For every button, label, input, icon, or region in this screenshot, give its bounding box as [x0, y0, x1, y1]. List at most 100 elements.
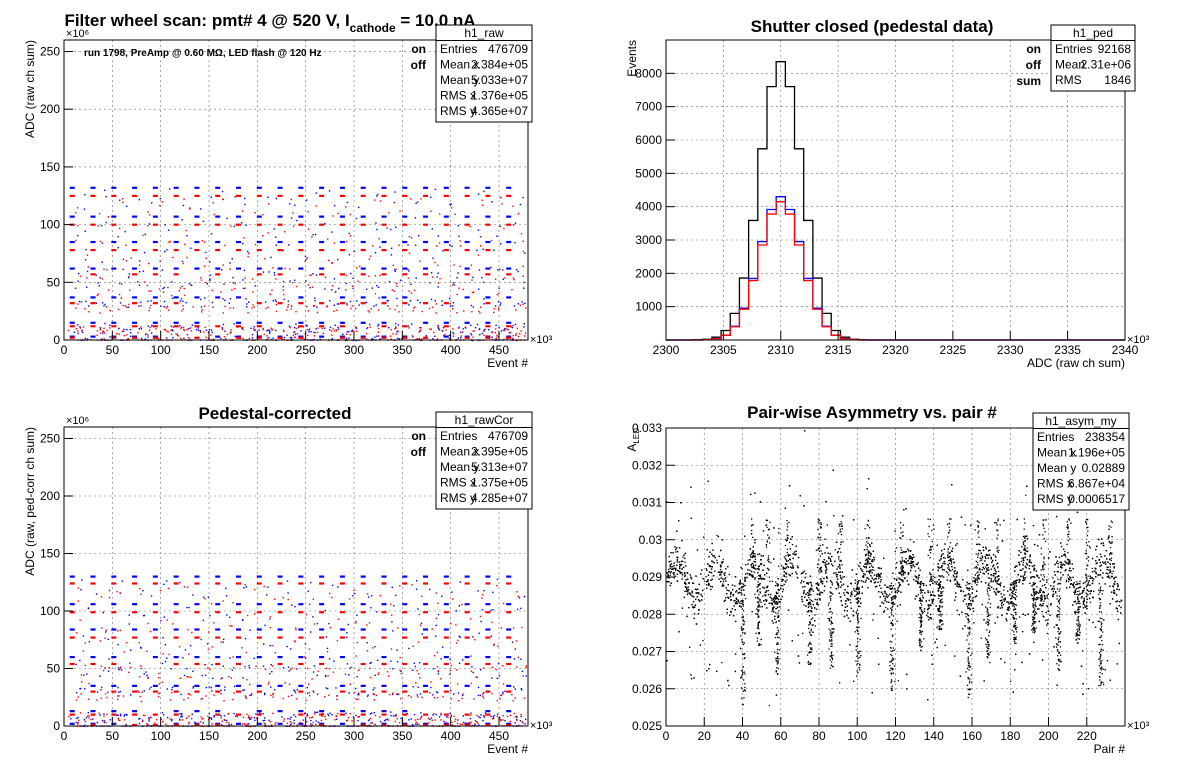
data-point-on	[414, 217, 417, 219]
data-point-off	[456, 293, 458, 296]
data-point-on	[316, 693, 319, 695]
data-point-off	[475, 676, 477, 678]
data-point-on	[461, 694, 464, 697]
data-point-on	[151, 325, 153, 327]
data-point-off	[517, 595, 520, 597]
data-point-off	[232, 307, 235, 309]
data-point-off	[381, 273, 387, 276]
data-point	[1057, 578, 1059, 580]
data-point-on	[269, 673, 271, 675]
run-note: run 1798, PreAmp @ 0.60 MΩ, LED flash @ …	[84, 48, 322, 59]
data-point-on	[170, 719, 173, 722]
data-point	[802, 632, 804, 635]
data-point-on	[294, 333, 297, 335]
data-point-on	[441, 300, 443, 302]
data-point-on	[513, 686, 515, 688]
data-point-on	[376, 611, 378, 613]
data-point-off	[69, 302, 75, 305]
data-point-off	[293, 640, 296, 642]
data-point-off	[128, 275, 130, 278]
data-point-on	[506, 240, 512, 244]
data-point-on	[315, 328, 317, 330]
data-point-off	[247, 252, 250, 255]
data-point-off	[485, 336, 491, 339]
data-point-off	[331, 262, 334, 264]
data-point-on	[197, 327, 200, 329]
data-point-on	[122, 330, 125, 333]
data-point-off	[506, 194, 512, 197]
data-point-off	[231, 625, 233, 627]
data-point-off	[347, 716, 350, 719]
data-point-on	[215, 240, 221, 244]
stats-value: 2.395e+05	[471, 445, 528, 459]
data-point-off	[332, 328, 334, 330]
data-point-off	[360, 249, 366, 252]
data-point-on	[443, 215, 449, 218]
data-point-on	[275, 197, 278, 200]
data-point-off	[423, 690, 429, 693]
data-point-off	[366, 695, 369, 698]
data-point-on	[192, 687, 195, 689]
data-point-on	[138, 328, 140, 330]
data-point-off	[274, 652, 276, 654]
data-point-on	[99, 277, 101, 279]
data-point-on	[514, 323, 517, 326]
data-point-on	[283, 298, 285, 300]
data-point-on	[263, 693, 266, 696]
data-point-off	[152, 636, 158, 639]
data-point-on	[437, 670, 440, 673]
data-point-on	[476, 676, 478, 678]
data-point-off	[295, 311, 297, 313]
data-point-on	[437, 613, 440, 616]
data-point-off	[335, 328, 337, 331]
data-point-off	[121, 330, 123, 333]
data-point-on	[204, 674, 207, 677]
data-point-on	[315, 192, 317, 194]
data-point-off	[503, 329, 505, 331]
data-point-on	[130, 335, 132, 337]
data-point-on	[470, 324, 472, 327]
data-point-off	[386, 227, 388, 229]
data-point-off	[75, 239, 77, 242]
data-point-on	[269, 331, 271, 333]
data-point-on	[443, 321, 449, 324]
data-point-off	[303, 338, 305, 340]
data-point-off	[355, 330, 358, 332]
data-point-off	[69, 713, 75, 716]
data-point-off	[504, 329, 506, 332]
data-point-off	[233, 692, 235, 694]
data-point-on	[90, 710, 96, 713]
data-point-on	[436, 276, 438, 278]
data-point-on	[173, 684, 179, 687]
data-point-off	[252, 304, 254, 306]
data-point-on	[289, 337, 292, 339]
data-point-off	[388, 212, 390, 214]
data-point-off	[111, 223, 117, 226]
data-point-off	[410, 292, 413, 294]
data-point-on	[69, 335, 75, 338]
data-point-on	[293, 689, 295, 691]
data-layer	[666, 430, 1123, 707]
data-point-on	[436, 691, 439, 694]
data-point-on	[179, 718, 181, 720]
data-point-off	[304, 713, 306, 715]
data-point-on	[386, 718, 389, 720]
data-point-on	[313, 338, 315, 341]
data-point-off	[104, 693, 107, 695]
data-point-off	[167, 309, 170, 312]
data-point-off	[334, 290, 337, 293]
data-point-off	[281, 338, 283, 340]
data-point-on	[478, 328, 481, 330]
data-point-on	[179, 300, 181, 302]
data-point-on	[148, 223, 150, 225]
data-point-on	[415, 202, 417, 205]
data-point-off	[506, 338, 508, 340]
data-point-on	[381, 656, 387, 659]
data-point-on	[443, 335, 449, 338]
data-point-on	[251, 337, 254, 339]
y-tick-label: 4000	[635, 200, 662, 214]
data-point-on	[248, 664, 250, 667]
data-point-off	[230, 677, 232, 679]
data-point-on	[423, 267, 429, 270]
data-point-on	[82, 635, 85, 637]
